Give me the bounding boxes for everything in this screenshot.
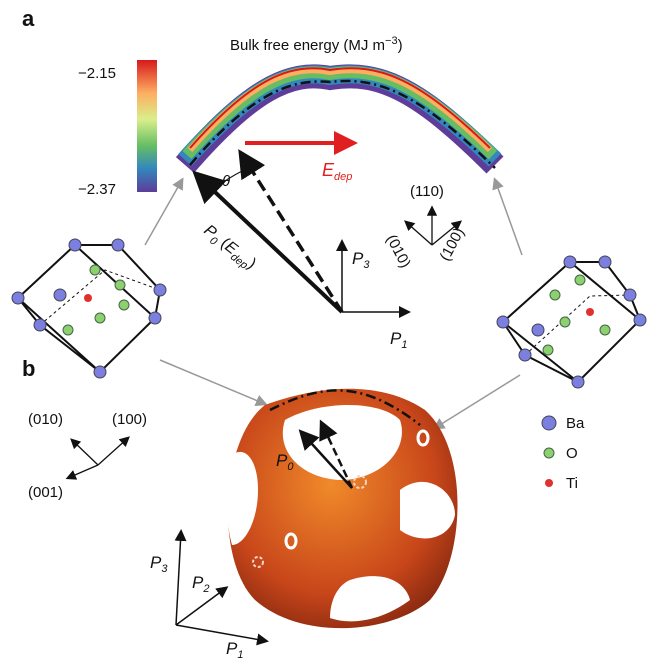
energy-band — [185, 68, 495, 168]
colorbar — [137, 60, 157, 192]
text-part: ) — [398, 37, 403, 54]
field-label: Edep — [322, 160, 352, 183]
text-part: 1 — [401, 339, 407, 351]
direction-label: (001) — [28, 484, 63, 501]
text-part: P — [150, 553, 162, 572]
text-part: Bulk free energy (MJ m — [230, 37, 385, 54]
energy-surface — [227, 389, 458, 628]
text-part: dep — [334, 171, 352, 183]
text-part: P — [192, 573, 204, 592]
text-part: 2 — [202, 583, 209, 595]
axis-label: P1 — [226, 639, 243, 660]
axis-label: P3 — [150, 553, 168, 575]
colorbar-label: −2.15 — [78, 65, 116, 82]
direction-axes — [68, 438, 128, 478]
text-part: 1 — [237, 649, 243, 660]
angle-label: θ — [222, 173, 230, 190]
text-part: 3 — [363, 259, 370, 271]
text-part: P — [276, 451, 288, 470]
text-part: P — [226, 639, 238, 658]
unit-cell — [497, 256, 646, 388]
legend: Ba O Ti — [542, 415, 585, 492]
direction-label: (010) — [28, 411, 63, 428]
axis-label: P2 — [192, 573, 209, 595]
legend-label: Ba — [566, 415, 585, 432]
title: Bulk free energy (MJ m−3) — [230, 35, 403, 54]
panel-label: b — [22, 356, 35, 381]
axis-label: P1 — [390, 329, 407, 351]
text-part: P — [352, 249, 364, 268]
direction-label: (100) — [437, 225, 468, 264]
direction-label: (100) — [112, 411, 147, 428]
text-part: 0 — [287, 461, 294, 473]
legend-label: Ti — [566, 475, 578, 492]
legend-label: O — [566, 445, 578, 462]
text-part: 3 — [161, 563, 168, 575]
colorbar-label: −2.37 — [78, 181, 116, 198]
direction-label: (010) — [382, 232, 413, 271]
panel-label: a — [22, 6, 35, 31]
text-part: P — [390, 329, 402, 348]
atom — [84, 294, 92, 302]
polarization-label: P0 (Edep) — [199, 222, 259, 275]
axis-label: P3 — [352, 249, 370, 271]
figure: a b Bulk free energy (MJ m−3) −2.15 −2.3… — [0, 0, 658, 660]
text-part: −3 — [385, 35, 398, 47]
direction-label: (110) — [410, 183, 444, 200]
